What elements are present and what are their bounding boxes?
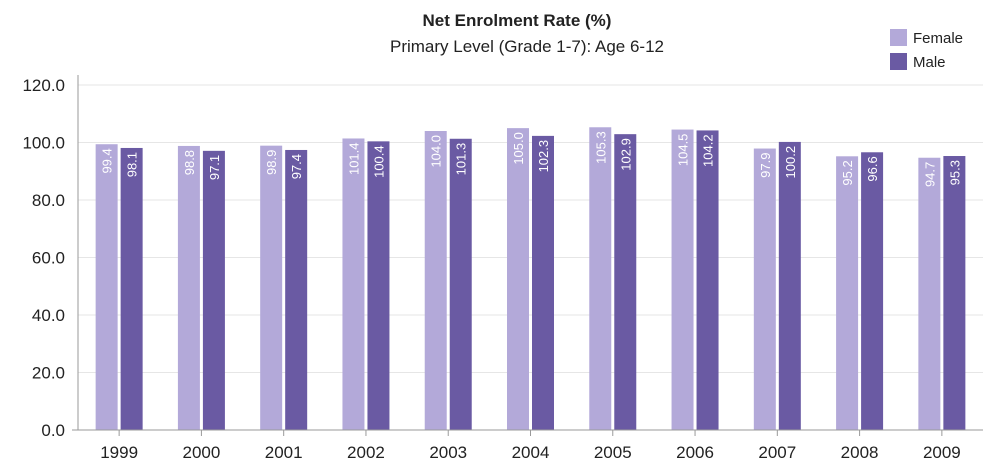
bar-female-1999 <box>95 144 118 430</box>
data-label: 97.1 <box>207 155 222 180</box>
data-label: 98.8 <box>182 150 197 175</box>
bar-male-2001 <box>285 149 308 430</box>
bar-female-2000 <box>177 145 200 430</box>
legend-label-male: Male <box>913 54 946 71</box>
bar-female-2005 <box>589 127 612 430</box>
legend-swatch-female <box>890 29 907 46</box>
y-tick-label: 0.0 <box>41 421 65 440</box>
x-tick-label: 2009 <box>923 443 961 462</box>
y-tick-label: 80.0 <box>32 191 65 210</box>
bars: 99.4 98.1 98.8 97.1 98.9 97.4 101.4 100.4 104.0 1… <box>95 127 966 431</box>
data-label: 97.4 <box>289 154 304 179</box>
data-label: 100.2 <box>783 146 798 179</box>
bar-female-2004 <box>507 128 529 430</box>
chart-title: Net Enrolment Rate (%) <box>423 11 612 30</box>
x-tick-label: 2008 <box>841 443 879 462</box>
y-tick-label: 120.0 <box>22 76 65 95</box>
x-tick-label: 2002 <box>347 443 385 462</box>
bar-female-2003 <box>424 131 447 430</box>
x-tick-label: 2004 <box>512 443 550 462</box>
data-label: 95.3 <box>947 160 962 185</box>
data-label: 104.2 <box>701 134 716 167</box>
bar-female-2007 <box>753 148 776 430</box>
bar-female-2008 <box>836 156 859 431</box>
bar-male-2002 <box>367 141 390 430</box>
bar-female-2009 <box>918 157 941 431</box>
bar-female-2001 <box>260 145 283 430</box>
x-tick-label: 2006 <box>676 443 714 462</box>
data-label: 102.3 <box>536 140 551 173</box>
data-label: 105.0 <box>511 132 526 165</box>
bar-male-2007 <box>778 141 801 431</box>
data-label: 101.3 <box>454 143 469 176</box>
y-tick-label: 100.0 <box>22 134 65 153</box>
bar-female-2006 <box>671 129 694 430</box>
data-label: 105.3 <box>593 131 608 164</box>
data-label: 102.9 <box>618 138 633 171</box>
bar-male-2008 <box>861 152 884 430</box>
legend-swatch-male <box>890 53 907 70</box>
data-label: 96.6 <box>865 156 880 181</box>
y-tick-label: 20.0 <box>32 364 65 383</box>
x-tick-label: 2000 <box>182 443 220 462</box>
data-label: 99.4 <box>100 148 115 173</box>
x-tick-label: 1999 <box>100 443 138 462</box>
legend-label-female: Female <box>913 30 963 47</box>
bar-female-2002 <box>342 138 365 430</box>
bar-male-1999 <box>120 147 143 430</box>
x-tick-label: 2007 <box>758 443 796 462</box>
gridlines <box>78 84 983 373</box>
data-label: 104.5 <box>676 134 691 167</box>
bar-male-2005 <box>614 134 637 430</box>
x-tick-label: 2005 <box>594 443 632 462</box>
bar-male-2009 <box>943 156 966 430</box>
data-label: 101.4 <box>346 142 361 175</box>
data-label: 104.0 <box>429 135 444 168</box>
x-tick-label: 2003 <box>429 443 467 462</box>
data-label: 98.9 <box>264 150 279 175</box>
bar-male-2006 <box>696 130 719 431</box>
bar-male-2003 <box>449 138 472 430</box>
y-tick-label: 60.0 <box>32 249 65 268</box>
data-label: 94.7 <box>922 162 937 187</box>
y-tick-label: 40.0 <box>32 306 65 325</box>
bar-male-2000 <box>202 150 225 430</box>
x-tick-label: 2001 <box>265 443 303 462</box>
data-label: 98.1 <box>125 152 140 177</box>
axes: 0.0 20.0 40.0 60.0 80.0 100.0 120.0 1999 2000 200… <box>22 75 983 462</box>
chart-subtitle: Primary Level (Grade 1-7): Age 6-12 <box>390 37 664 56</box>
legend: Female Male <box>890 29 963 71</box>
bar-male-2004 <box>532 135 554 430</box>
data-label: 97.9 <box>758 153 773 178</box>
data-label: 95.2 <box>840 160 855 185</box>
data-label: 100.4 <box>371 145 386 178</box>
